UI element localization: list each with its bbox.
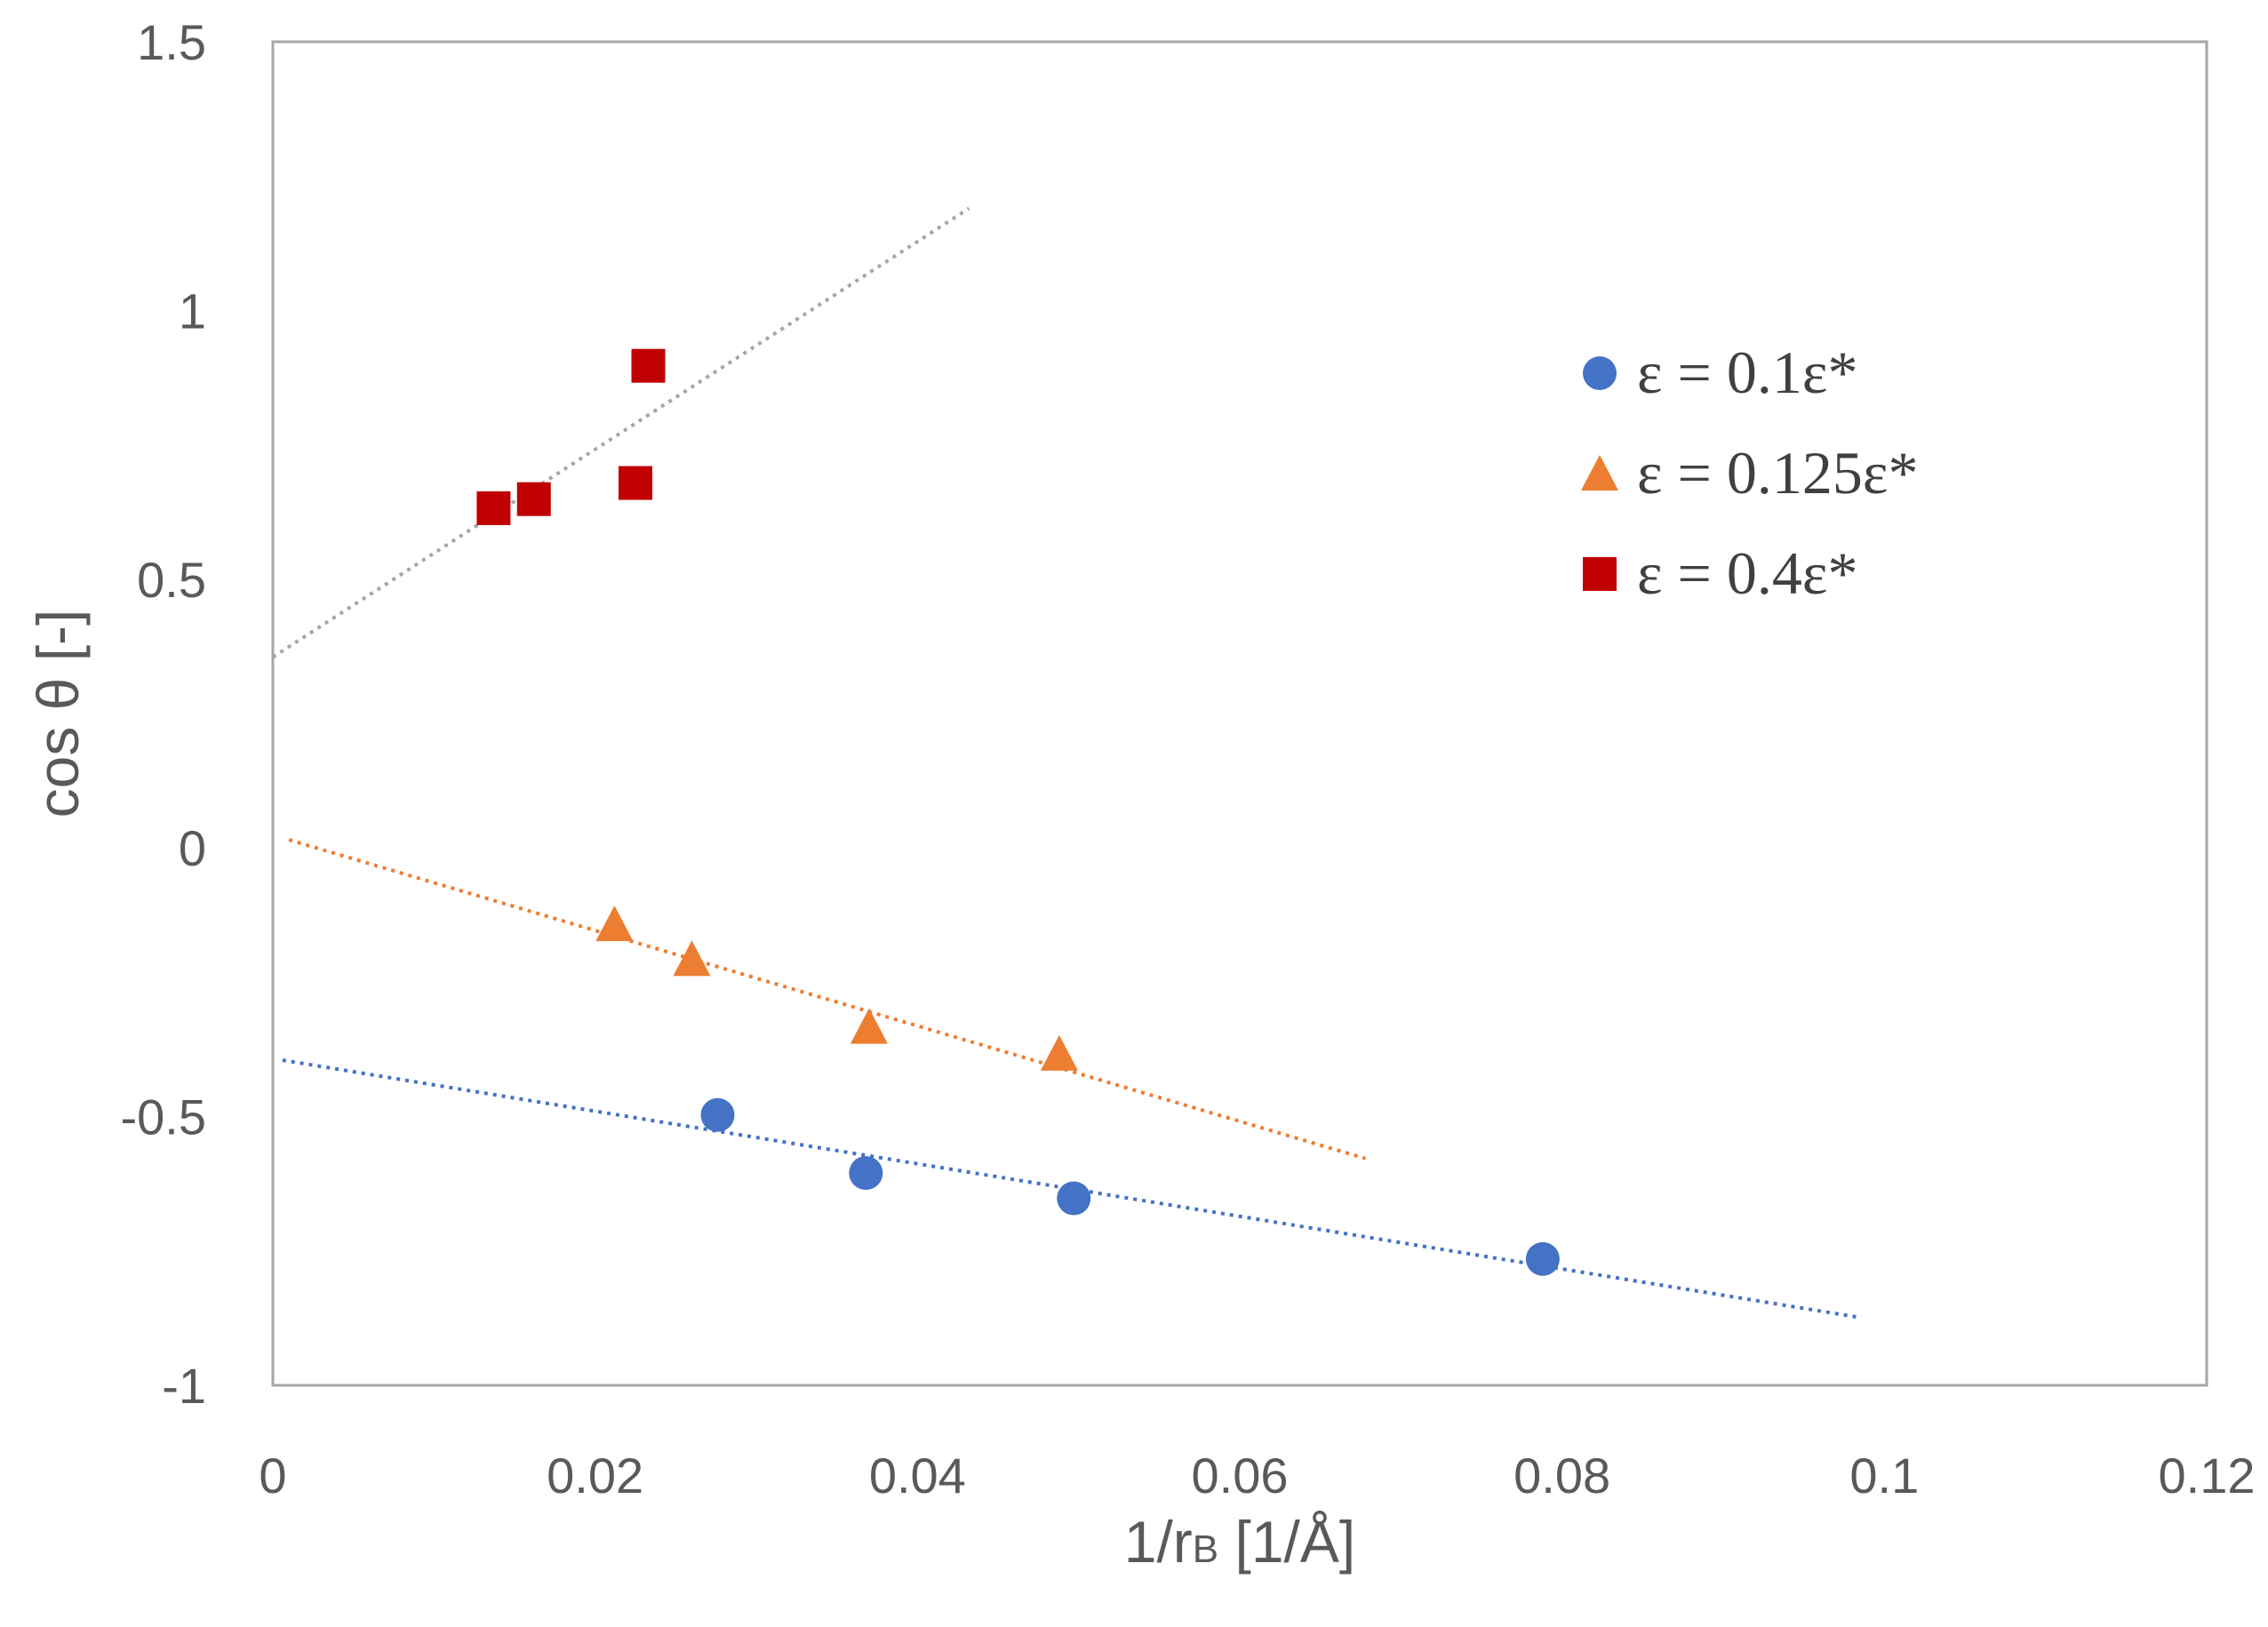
x-tick-label: 0	[259, 1448, 286, 1503]
y-axis-tick-labels: -1 -0.5 0 0.5 1 1.5	[121, 14, 207, 1414]
x-axis-title-subscript: B	[1193, 1527, 1218, 1571]
trendline-series-3	[271, 206, 970, 659]
legend-label-series-2: ε = 0.125ε*	[1637, 439, 1918, 506]
legend: ε = 0.1ε* ε = 0.125ε* ε = 0.4ε*	[1581, 339, 1918, 607]
legend-marker-series-2	[1581, 455, 1618, 490]
trendlines	[271, 206, 1857, 1320]
x-tick-label: 0.06	[1192, 1448, 1289, 1503]
x-axis-title: 1/rB [1/Å]	[1124, 1509, 1355, 1575]
data-point-series-3	[619, 466, 652, 500]
data-point-series-1	[1525, 1241, 1560, 1276]
trendline-series-2	[288, 838, 1367, 1160]
x-axis-title-units: [1/Å]	[1218, 1509, 1355, 1575]
y-tick-label: 0	[179, 820, 206, 876]
data-point-series-2	[850, 1008, 888, 1044]
data-point-series-3	[631, 348, 666, 383]
data-point-series-3	[516, 482, 551, 516]
data-point-series-2	[1040, 1034, 1078, 1071]
x-tick-label: 0.08	[1513, 1448, 1610, 1503]
y-tick-label: 1	[179, 283, 206, 339]
x-tick-label: 0.1	[1849, 1448, 1919, 1503]
data-point-series-1	[1057, 1181, 1091, 1216]
x-tick-label: 0.12	[2159, 1448, 2256, 1503]
y-tick-label: 1.5	[137, 14, 206, 70]
legend-marker-series-3	[1583, 557, 1617, 591]
x-tick-label: 0.04	[869, 1448, 966, 1503]
x-tick-label: 0.02	[547, 1448, 643, 1503]
x-axis-tick-labels: 0 0.02 0.04 0.06 0.08 0.1 0.12	[259, 1448, 2255, 1503]
legend-label-series-1: ε = 0.1ε*	[1637, 339, 1857, 406]
y-tick-label: 0.5	[137, 552, 206, 608]
plot-area-border	[271, 40, 2208, 1387]
data-point-series-1	[700, 1097, 735, 1132]
legend-marker-series-1	[1583, 356, 1617, 390]
data-markers	[476, 348, 1560, 1276]
y-tick-label: -1	[162, 1358, 206, 1414]
y-tick-label: -0.5	[121, 1089, 207, 1145]
data-point-series-3	[476, 490, 511, 525]
x-axis-title-main: 1/r	[1124, 1509, 1193, 1575]
legend-label-series-3: ε = 0.4ε*	[1637, 539, 1857, 607]
data-point-series-2	[595, 905, 634, 942]
data-point-series-1	[849, 1156, 883, 1191]
y-axis-title: cos θ [-]	[25, 610, 91, 818]
data-point-series-2	[673, 940, 711, 977]
